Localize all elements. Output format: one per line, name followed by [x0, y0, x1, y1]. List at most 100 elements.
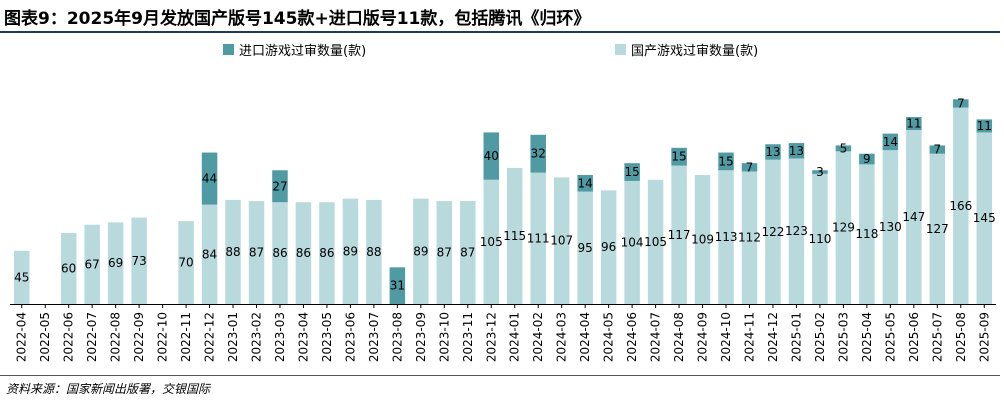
x-tick-label-2022-11: 2022-11: [179, 312, 193, 362]
legend-label-import: 进口游戏过审数量(款): [239, 44, 367, 59]
x-tick-label-2024-07: 2024-07: [649, 312, 663, 362]
bar-domestic-2024-03: [553, 177, 570, 304]
label-domestic-2025-03: 129: [832, 221, 855, 235]
bar-domestic-2022-07: [84, 224, 100, 304]
x-tick-label-2022-04: 2022-04: [15, 312, 29, 362]
bar-domestic-2025-07: [929, 153, 946, 304]
bar-import-2025-08: [953, 99, 969, 108]
x-tick-label-2023-10: 2023-10: [437, 312, 451, 362]
bar-domestic-2025-05: [882, 150, 899, 304]
label-domestic-2024-02: 111: [527, 231, 550, 245]
bar-domestic-2025-06: [906, 130, 922, 304]
bar-domestic-2024-06: [624, 180, 640, 304]
label-import-2025-03: 5: [840, 141, 848, 155]
x-tick-label-2024-11: 2024-11: [743, 312, 757, 362]
x-tick-label-2022-12: 2022-12: [203, 312, 217, 362]
label-domestic-2022-11: 70: [178, 256, 193, 270]
label-domestic-2023-02: 87: [249, 246, 264, 260]
label-import-2022-12: 44: [202, 172, 217, 186]
label-domestic-2023-05: 86: [319, 246, 334, 260]
x-tick-label-2025-03: 2025-03: [836, 312, 850, 362]
bar-domestic-2024-09: [694, 175, 711, 304]
bar-domestic-2024-01: [506, 167, 523, 304]
label-import-2025-02: 3: [816, 165, 824, 179]
label-import-2025-09: 11: [977, 119, 992, 133]
x-tick-label-2025-06: 2025-06: [907, 312, 921, 362]
x-tick-label-2022-10: 2022-10: [156, 312, 170, 362]
x-tick-label-2023-02: 2023-02: [250, 312, 264, 362]
label-import-2025-05: 14: [883, 135, 898, 149]
bar-import-2023-08: [389, 267, 406, 304]
x-tick-label-2022-08: 2022-08: [109, 312, 123, 362]
x-tick-label-2024-03: 2024-03: [555, 312, 569, 362]
x-tick-label-2023-01: 2023-01: [226, 312, 240, 362]
bar-domestic-2025-02: [812, 173, 828, 304]
x-tick-label-2022-09: 2022-09: [132, 312, 146, 362]
bar-domestic-2023-02: [248, 201, 265, 304]
x-tick-label-2025-08: 2025-08: [954, 312, 968, 362]
bar-domestic-2025-04: [859, 164, 875, 304]
label-import-2024-04: 14: [578, 176, 593, 190]
bar-import-2025-06: [906, 117, 922, 131]
label-import-2023-12: 40: [484, 149, 499, 163]
bar-import-2024-08: [671, 147, 687, 166]
label-import-2024-08: 15: [671, 150, 686, 164]
bar-import-2025-02: [812, 170, 828, 174]
x-tick-label-2024-04: 2024-04: [578, 312, 592, 362]
bar-domestic-2022-11: [178, 221, 194, 304]
bar-import-2023-03: [272, 170, 288, 203]
x-tick-label-2023-09: 2023-09: [414, 312, 428, 362]
label-domestic-2023-04: 86: [296, 246, 311, 260]
source-note: 资料来源：国家新闻出版署，交银国际: [6, 382, 211, 396]
bar-domestic-2023-11: [460, 201, 476, 304]
label-domestic-2022-12: 84: [202, 247, 217, 261]
source-divider: [0, 375, 1000, 376]
x-tick-label-2023-08: 2023-08: [390, 312, 404, 362]
bar-domestic-2023-04: [295, 202, 312, 304]
bar-domestic-2022-06: [60, 233, 77, 304]
legend-label-domestic: 国产游戏过审数量(款): [631, 44, 759, 59]
x-tick-label-2025-05: 2025-05: [883, 312, 897, 362]
label-domestic-2025-07: 127: [926, 222, 949, 236]
x-tick-label-2025-07: 2025-07: [930, 312, 944, 362]
label-domestic-2023-01: 88: [225, 245, 240, 259]
label-domestic-2024-07: 105: [644, 235, 667, 249]
label-import-2025-04: 9: [863, 152, 871, 166]
x-tick-label-2022-05: 2022-05: [38, 312, 52, 362]
label-domestic-2022-06: 60: [61, 262, 76, 276]
label-domestic-2023-12: 105: [480, 235, 503, 249]
label-domestic-2025-01: 123: [785, 224, 808, 238]
bar-import-2024-06: [624, 163, 640, 181]
label-import-2024-10: 15: [718, 154, 733, 168]
x-tick-label-2025-02: 2025-02: [813, 312, 827, 362]
bar-domestic-2025-09: [976, 132, 993, 304]
bar-domestic-2023-03: [272, 202, 288, 304]
bar-domestic-2022-08: [107, 222, 124, 304]
label-import-2024-12: 13: [765, 145, 780, 159]
x-tick-label-2024-08: 2024-08: [672, 312, 686, 362]
bar-domestic-2023-12: [483, 179, 500, 304]
bar-domestic-2024-05: [600, 190, 617, 304]
label-domestic-2024-03: 107: [550, 234, 573, 248]
label-import-2025-01: 13: [789, 144, 804, 158]
x-tick-label-2024-02: 2024-02: [531, 312, 545, 362]
bar-domestic-2024-12: [765, 159, 781, 304]
label-domestic-2024-04: 95: [578, 241, 593, 255]
bar-import-2024-02: [530, 134, 546, 173]
label-import-2024-06: 15: [624, 165, 639, 179]
bar-domestic-2023-07: [366, 199, 382, 304]
bar-domestic-2025-03: [835, 151, 852, 304]
bar-domestic-2025-08: [953, 107, 969, 304]
x-tick-label-2025-09: 2025-09: [977, 312, 991, 362]
legend-swatch-domestic: [615, 44, 626, 55]
x-tick-label-2023-07: 2023-07: [367, 312, 381, 362]
label-import-2025-07: 7: [933, 143, 941, 157]
label-domestic-2025-05: 130: [879, 220, 902, 234]
x-tick-label-2023-12: 2023-12: [484, 312, 498, 362]
legend-swatch-import: [223, 44, 234, 55]
x-tick-label-2022-06: 2022-06: [62, 312, 76, 362]
bar-domestic-2024-08: [671, 165, 687, 304]
bar-import-2025-01: [788, 143, 805, 159]
bar-domestic-2023-10: [436, 201, 453, 304]
